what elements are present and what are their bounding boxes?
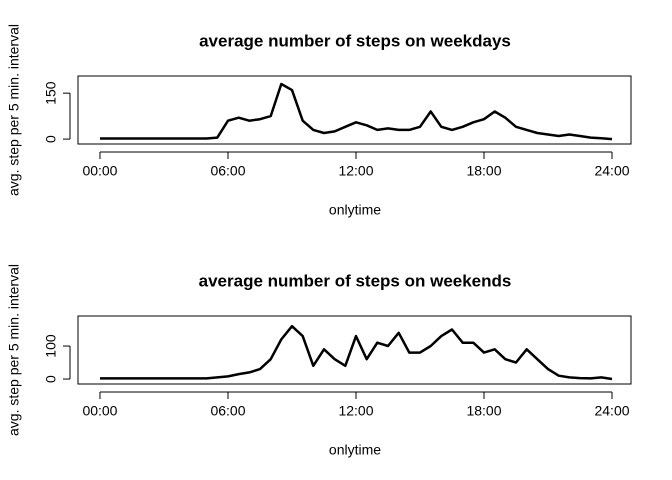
x-tick-label: 00:00 [82, 403, 117, 419]
x-axis-title: onlytime [329, 442, 381, 458]
y-axis-title: avg. step per 5 min. interval [6, 264, 22, 436]
y-tick-label: 0 [43, 135, 59, 143]
chart-title: average number of steps on weekends [199, 271, 512, 290]
x-tick-label: 12:00 [338, 163, 373, 179]
x-tick-label: 24:00 [594, 163, 629, 179]
plot-box [77, 315, 632, 385]
data-line [100, 82, 613, 141]
x-tick-label: 24:00 [594, 403, 629, 419]
x-tick-label: 12:00 [338, 403, 373, 419]
chart-title: average number of steps on weekdays [199, 31, 511, 50]
x-tick-label: 18:00 [466, 403, 501, 419]
x-tick-label: 18:00 [466, 163, 501, 179]
x-tick-label: 06:00 [210, 163, 245, 179]
data-line [100, 324, 613, 381]
y-tick-label: 150 [43, 81, 59, 105]
plot-box [77, 75, 632, 145]
x-axis-title: onlytime [329, 202, 381, 218]
y-axis-title: avg. step per 5 min. interval [6, 24, 22, 196]
y-tick-label: 100 [43, 334, 59, 358]
x-tick-label: 06:00 [210, 403, 245, 419]
x-tick-label: 00:00 [82, 163, 117, 179]
y-tick-label: 0 [43, 375, 59, 383]
